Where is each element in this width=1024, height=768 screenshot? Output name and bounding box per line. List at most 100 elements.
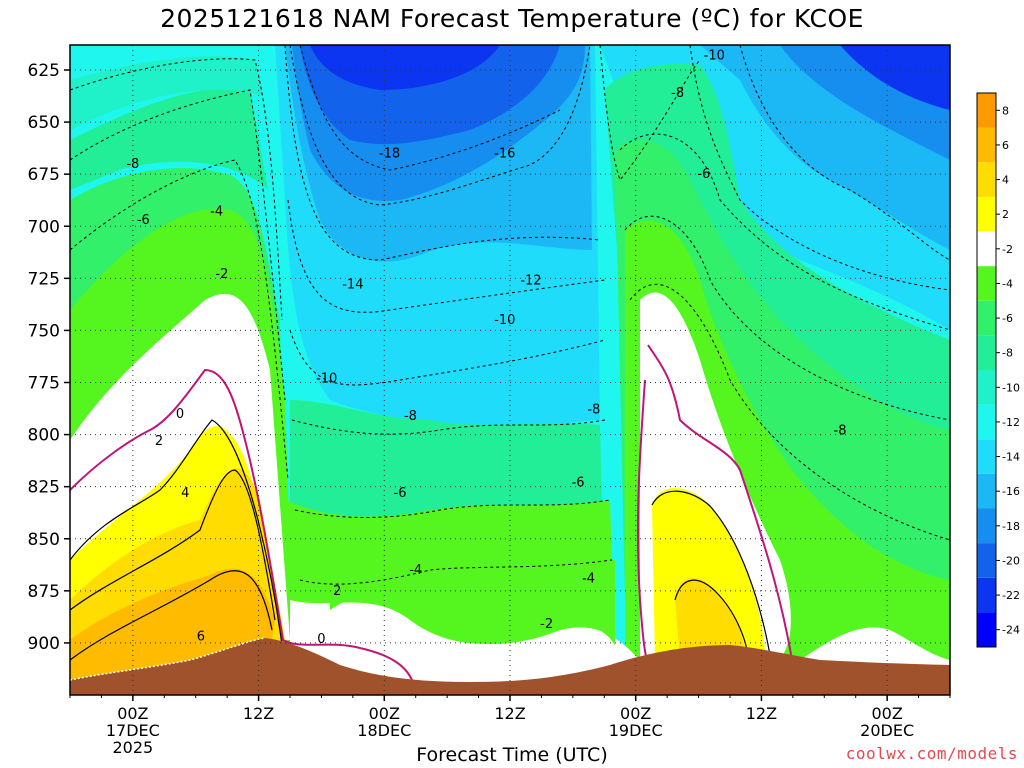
contour-label: -6 (394, 486, 407, 501)
terrain-surface-line (70, 637, 266, 681)
contour-label: -8 (834, 423, 847, 438)
colorbar-label: -22 (1002, 589, 1020, 602)
colorbar-label: -24 (1002, 624, 1020, 637)
colorbar-label: -18 (1002, 520, 1020, 533)
chart-title: 2025121618 NAM Forecast Temperature (ºC)… (160, 4, 864, 33)
colorbar-label: -12 (1002, 416, 1020, 429)
contour-label: -10 (494, 313, 515, 328)
y-axis: 625 650 675 700 725 750 775 800 825 850 875 900 (28, 61, 70, 654)
contour-labels: -18 -16 -10 -8 -8 -6 -6 -4 -2 -14 -12 -10 -10 -8 -8 -8 0… (126, 48, 846, 646)
colorbar-label: -14 (1002, 451, 1020, 464)
temp-band-upper-left (70, 56, 262, 130)
colorbar-swatch (977, 473, 996, 509)
temp-band-mid-layer (70, 88, 268, 190)
contour-label: -8 (671, 86, 684, 101)
colorbar-swatch (977, 508, 996, 544)
contour-label: -4 (582, 571, 595, 586)
colorbar-label: 2 (1002, 208, 1009, 221)
y-tick-label: 825 (28, 478, 60, 498)
credit-text[interactable]: coolwx.com/models (845, 744, 1018, 763)
contour-label: -4 (409, 563, 422, 578)
colorbar-swatch (977, 196, 996, 232)
colorbar-swatch (977, 370, 996, 405)
contour-label: -6 (137, 213, 150, 228)
y-tick-label: 625 (28, 61, 60, 81)
y-tick-label: 875 (28, 582, 60, 602)
colorbar-label: -2 (1002, 243, 1013, 256)
x-tick-date: 18DEC (357, 721, 411, 740)
y-tick-label: 900 (28, 634, 60, 654)
x-tick-label: 12Z (746, 704, 777, 723)
contour-label: -2 (215, 267, 228, 282)
y-tick-label: 850 (28, 530, 60, 550)
contour-label: -14 (342, 278, 363, 293)
contour-label: -12 (520, 273, 541, 288)
x-tick-label: 00Z (871, 704, 902, 723)
colorbar-swatch (977, 266, 996, 301)
colorbar-label: -16 (1002, 485, 1020, 498)
contour-label: -4 (210, 205, 223, 220)
colorbar-swatch (977, 231, 996, 267)
colorbar-label: -10 (1002, 381, 1020, 394)
temp-band-center-white (290, 600, 640, 690)
x-axis-title: Forecast Time (UTC) (416, 744, 608, 766)
x-tick-label: 00Z (620, 704, 651, 723)
contour-label: -16 (494, 146, 515, 161)
temp-band-left-orange (70, 568, 275, 690)
contour-label: -6 (572, 476, 585, 491)
contour-label: -10 (704, 48, 725, 63)
colorbar-frame (976, 92, 997, 648)
colorbar-label: -8 (1002, 347, 1013, 360)
colorbar-swatch (977, 577, 996, 613)
colorbar-swatch (977, 162, 996, 197)
colorbar-swatch (977, 439, 996, 474)
contour-label: -8 (126, 157, 139, 172)
x-tick-date: 19DEC (609, 721, 663, 740)
contour-label: 6 (197, 630, 205, 645)
colorbar-label: 4 (1002, 174, 1009, 187)
x-tick-label: 12Z (243, 704, 274, 723)
y-tick-label: 750 (28, 321, 60, 341)
contour-label: -6 (697, 167, 710, 182)
x-tick-label: 00Z (369, 704, 400, 723)
temp-band-trough-darkest (310, 45, 500, 90)
colorbar-swatch (977, 93, 996, 128)
colorbar-label: -20 (1002, 554, 1020, 567)
contour-label: -18 (379, 146, 400, 161)
y-tick-label: 675 (28, 165, 60, 185)
dashed-contours (70, 45, 950, 585)
colorbar-label: -6 (1002, 312, 1013, 325)
y-tick-label: 800 (28, 426, 60, 446)
solid-warm-contours (70, 419, 771, 661)
y-tick-label: 775 (28, 374, 60, 394)
contour-label: 0 (176, 407, 184, 422)
colorbar-swatch (977, 404, 996, 440)
contour-label: -8 (587, 403, 600, 418)
contour-label: 2 (333, 584, 341, 599)
colorbar-swatch (977, 612, 996, 647)
freezing-line-contours (70, 344, 793, 681)
x-tick-date: 20DEC (860, 721, 914, 740)
temp-band-center-bright-green (330, 560, 615, 645)
x-tick-label: 00Z (117, 704, 148, 723)
colorbar-label: -4 (1002, 277, 1013, 290)
y-tick-label: 650 (28, 113, 60, 133)
colorbar-label: 6 (1002, 139, 1009, 152)
colorbar-swatch (977, 543, 996, 578)
contour-label: 2 (155, 434, 163, 449)
colorbar-swatch (977, 300, 996, 336)
grid-lines (70, 45, 950, 695)
x-tick-year: 2025 (112, 738, 153, 757)
contour-label: -8 (404, 409, 417, 424)
x-tick-date: 17DEC (106, 721, 160, 740)
y-tick-label: 700 (28, 217, 60, 237)
temp-band-right-core (840, 45, 950, 110)
terrain-ground (70, 638, 950, 695)
contour-label: -10 (316, 371, 337, 386)
contour-label: 4 (181, 486, 189, 501)
colorbar-label: 8 (1002, 104, 1009, 117)
x-tick-label: 12Z (494, 704, 525, 723)
